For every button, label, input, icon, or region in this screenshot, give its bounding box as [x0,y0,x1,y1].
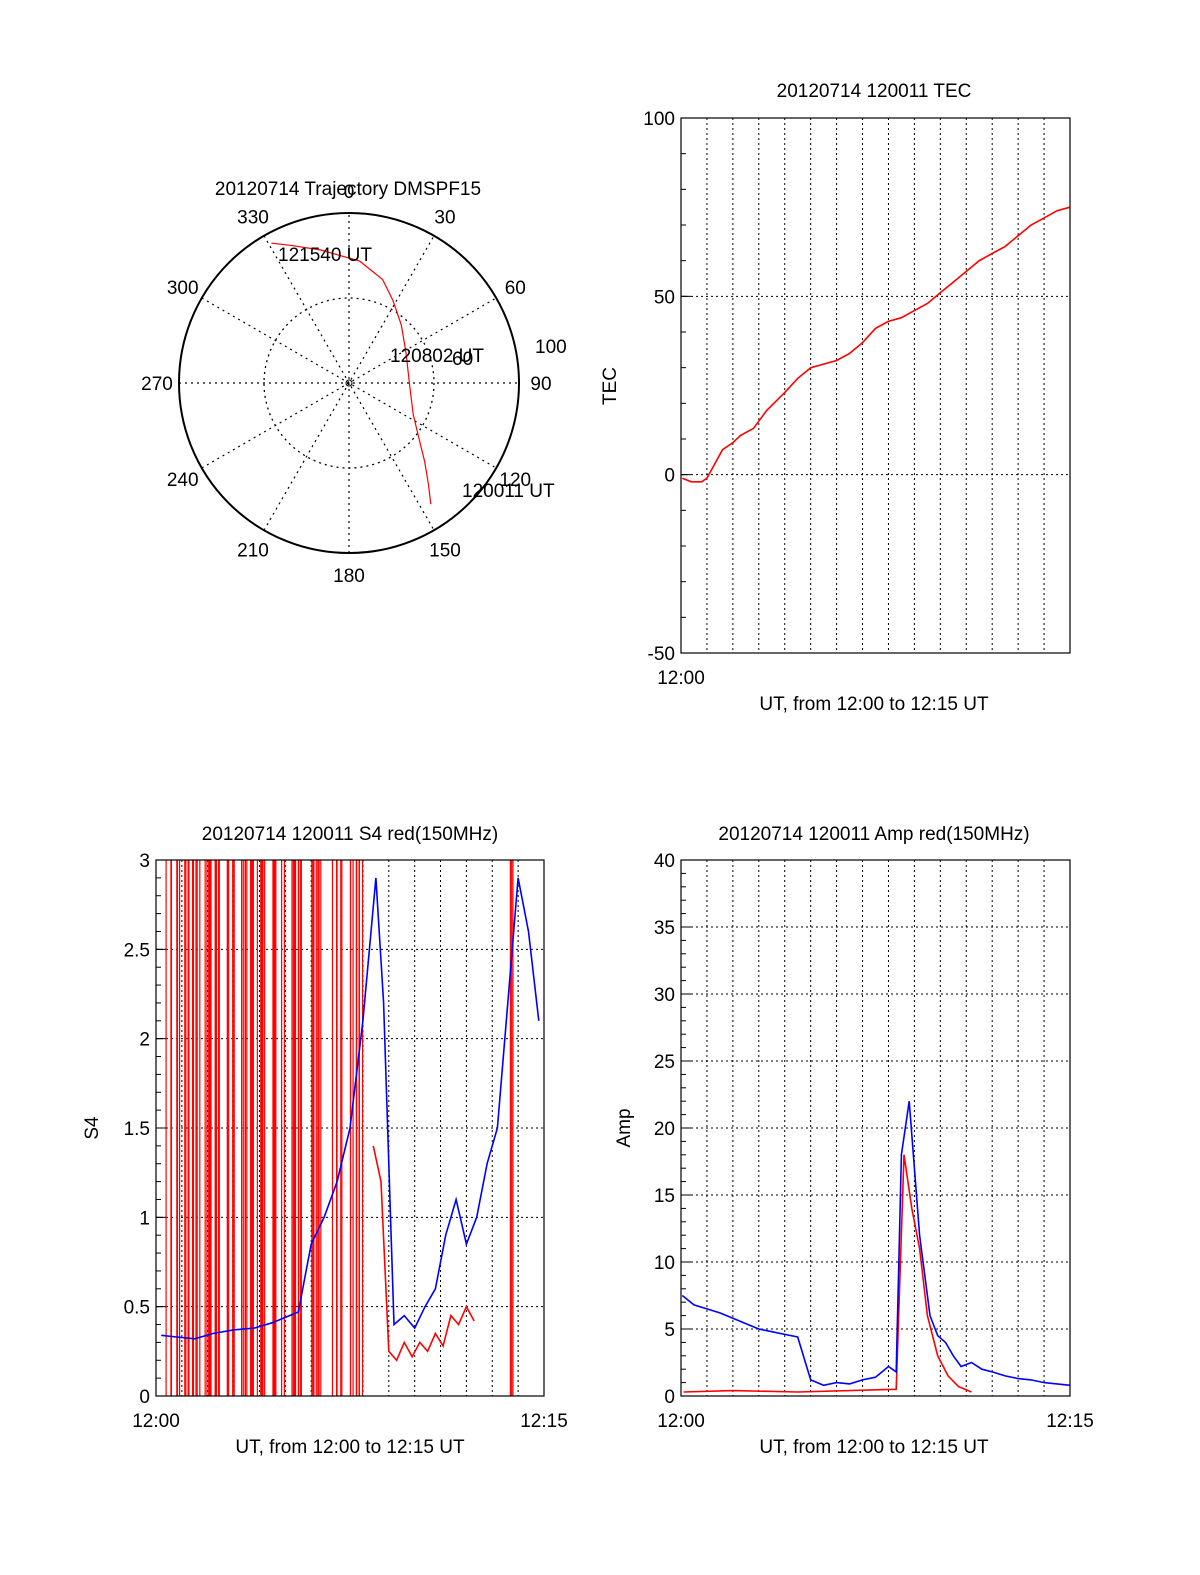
trajectory-mid-label: 120802 UT [390,346,484,367]
amp-title: 20120714 120011 Amp red(150MHz) [718,824,1029,845]
amp-xlabel: UT, from 12:00 to 12:15 UT [759,1437,989,1458]
tec-ytick-label: -50 [648,644,675,665]
trajectory-start-label: 120011 UT [462,481,555,502]
tec-y-ticks: 100 50 0 -50 [643,109,691,665]
s4-frame [155,859,545,1397]
amp-plot: 20120714 120011 Amp red(150MHz) 40 35 30 25… [614,824,1094,1458]
trajectory-end-label: 121540 UT [278,245,372,266]
polar-spoke [263,235,435,531]
tec-title: 20120714 120011 TEC [777,81,972,102]
polar-angle-label: 120 [499,470,531,491]
s4-series [161,877,540,1362]
amp-series-blue [681,1101,1071,1387]
polar-center [345,379,353,387]
amp-ylabel: Amp [614,1108,635,1147]
polar-angle-label: 90 [530,374,551,395]
amp-x-ticks: 12:00 12:15 [657,1411,1094,1432]
tec-series-red [682,206,1071,483]
amp-y-ticks: 40 35 30 25 20 15 10 5 0 [654,851,691,1408]
amp-ytick-label: 0 [664,1387,675,1408]
s4-series-blue [161,877,540,1340]
s4-xtick-label: 12:15 [520,1411,568,1432]
polar-angle-label: 60 [505,278,526,299]
amp-ytick-label: 10 [654,1253,675,1274]
amp-ytick-label: 15 [654,1186,675,1207]
polar-spokes [179,213,519,553]
amp-grid [681,860,1070,1396]
tec-xlabel: UT, from 12:00 to 12:15 UT [759,694,989,715]
s4-ytick-label: 0.5 [124,1298,150,1319]
s4-xtick-label: 12:00 [132,1411,180,1432]
s4-ytick-label: 0 [139,1387,150,1408]
trajectory-line [271,242,432,505]
amp-ytick-label: 20 [654,1119,675,1140]
tec-ylabel: TEC [600,367,621,405]
s4-red-spikes [165,860,514,1396]
amp-ytick-label: 35 [654,918,675,939]
s4-ytick-label: 1 [139,1208,150,1229]
polar-radius-label-100: 100 [535,337,567,358]
s4-series-red [372,1145,475,1362]
s4-ytick-label: 2.5 [124,940,150,961]
s4-ytick-label: 2 [139,1030,150,1051]
s4-y-ticks: 3 2.5 2 1.5 1 0.5 0 [124,851,166,1408]
polar-angle-label: 300 [167,278,199,299]
amp-series [681,1101,1071,1393]
polar-angle-label: 30 [434,208,455,229]
tec-grid [681,118,1070,653]
amp-ytick-label: 25 [654,1052,675,1073]
tec-series [682,206,1071,483]
amp-ytick-label: 5 [664,1320,675,1341]
s4-ylabel: S4 [82,1116,103,1140]
s4-x-ticks: 12:00 12:15 [132,1411,568,1432]
tec-xtick-label: 12:00 [657,668,705,689]
polar-angle-label: 0 [344,182,355,203]
polar-angle-label: 150 [429,540,461,561]
s4-ytick-label: 3 [139,851,150,872]
s4-plot: 20120714 120011 S4 red(150MHz) 3 2.5 2 1.5 1… [82,824,568,1458]
amp-frame [680,859,1071,1397]
tec-frame [680,117,1071,654]
polar-title: 20120714 Trajectory DMSPF15 [215,179,481,200]
amp-ytick-label: 30 [654,985,675,1006]
polar-angle-label: 330 [237,208,269,229]
polar-angle-label: 240 [167,470,199,491]
polar-angle-label: 270 [141,374,173,395]
amp-xtick-label: 12:00 [657,1411,705,1432]
tec-ytick-label: 50 [654,287,675,308]
polar-angle-label: 180 [333,566,365,587]
tec-ytick-label: 0 [664,466,675,487]
tec-x-ticks: 12:00 [657,668,705,689]
s4-title: 20120714 120011 S4 red(150MHz) [202,824,498,845]
amp-series-red [683,1154,972,1393]
trajectory-polar-plot: 20120714 Trajectory DMSPF15 0 30 60 90 120 15… [141,179,567,587]
polar-angle-label: 210 [237,540,269,561]
s4-xlabel: UT, from 12:00 to 12:15 UT [235,1437,465,1458]
polar-radius-label-60: 60 [452,349,473,370]
amp-xtick-label: 12:15 [1046,1411,1094,1432]
s4-ytick-label: 1.5 [124,1119,150,1140]
tec-ytick-label: 100 [643,109,675,130]
amp-ytick-label: 40 [654,851,675,872]
polar-angle-labels: 0 30 60 90 120 150 180 210 240 270 300 330 [141,182,551,587]
